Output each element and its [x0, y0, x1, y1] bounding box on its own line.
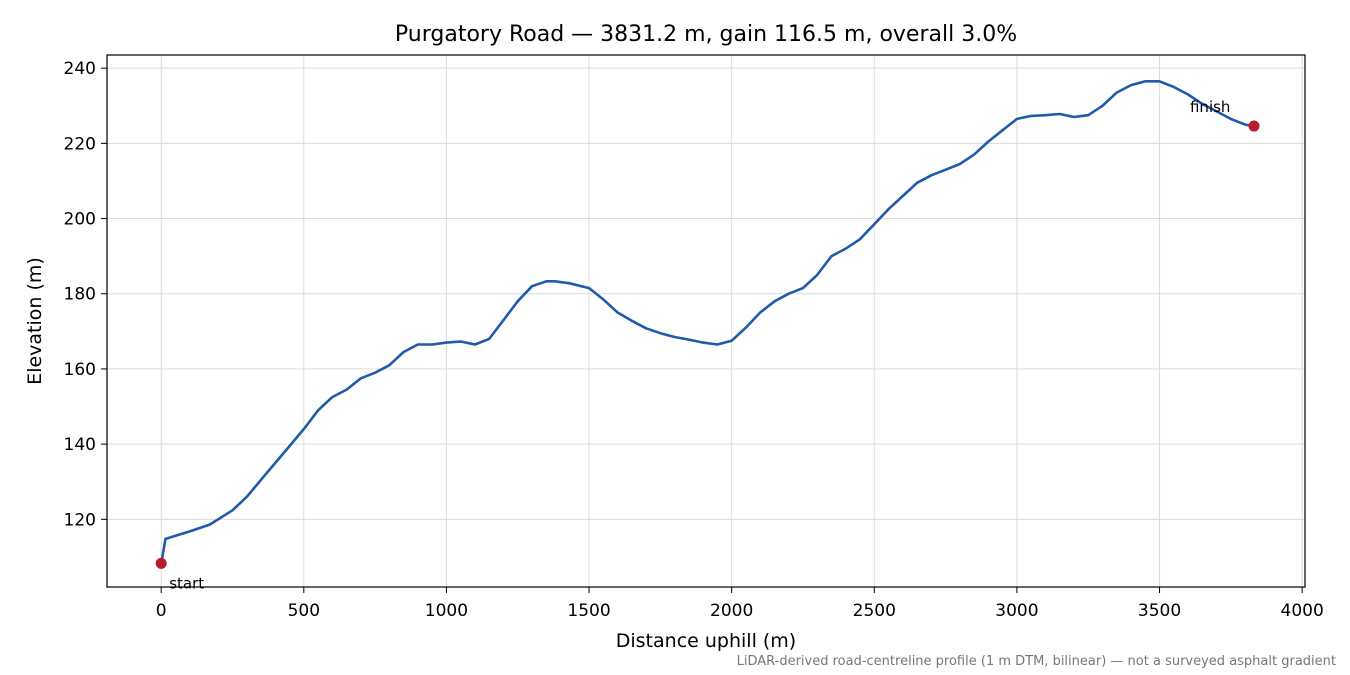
start-label: start: [169, 574, 204, 592]
finish-marker: [1248, 120, 1260, 132]
x-tick-label: 0: [156, 601, 167, 621]
x-tick-label: 4000: [1281, 601, 1324, 621]
grid: [107, 55, 1305, 587]
y-tick-label: 200: [64, 210, 96, 230]
y-tick-label: 180: [64, 285, 96, 305]
x-tick-label: 2000: [710, 601, 753, 621]
y-tick-label: 160: [64, 360, 96, 380]
y-tick-label: 240: [64, 59, 96, 79]
footnote: LiDAR-derived road-centreline profile (1…: [737, 654, 1336, 669]
y-tick-label: 120: [64, 510, 96, 530]
elevation-profile-line: [159, 80, 1256, 565]
finish-label: finish: [1190, 98, 1230, 116]
x-tick-label: 1500: [567, 601, 610, 621]
x-tick-label: 1000: [425, 601, 468, 621]
chart-title: Purgatory Road — 3831.2 m, gain 116.5 m,…: [395, 22, 1017, 47]
endpoint-markers: start finish: [155, 98, 1260, 592]
x-tick-label: 3500: [1138, 601, 1181, 621]
y-tick-label: 140: [64, 435, 96, 455]
y-axis-ticks: 120 140 160 180 200 220 240: [64, 59, 107, 530]
x-axis-ticks: 0 500 1000 1500 2000 2500 3000 3500 4000: [156, 587, 1324, 621]
start-marker: [155, 557, 167, 569]
plot-frame: [106, 54, 1306, 588]
x-axis-label: Distance uphill (m): [616, 630, 796, 652]
y-axis-label: Elevation (m): [24, 257, 46, 385]
y-tick-label: 220: [64, 134, 96, 154]
x-tick-label: 500: [288, 601, 320, 621]
x-tick-label: 2500: [853, 601, 896, 621]
x-tick-label: 3000: [995, 601, 1038, 621]
